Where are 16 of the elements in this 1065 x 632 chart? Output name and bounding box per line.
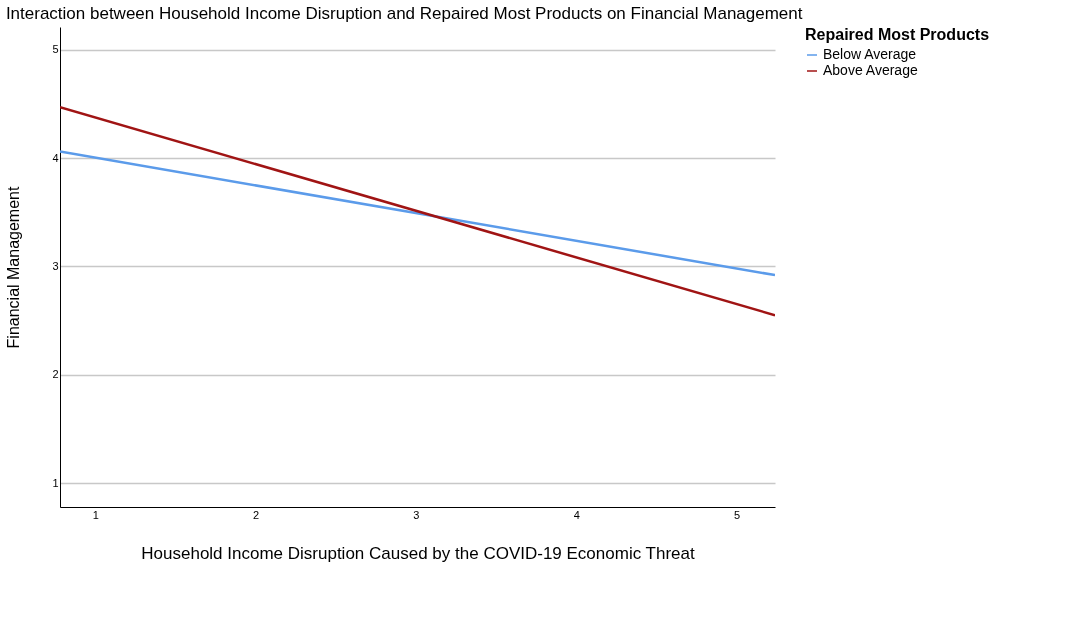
x-tick-label: 2 bbox=[253, 508, 260, 521]
x-axis-title: Household Income Disruption Caused by the COVID-19 Economic Threat bbox=[141, 543, 695, 563]
y-tick-label: 5 bbox=[52, 43, 59, 56]
y-tick-label: 3 bbox=[52, 259, 59, 272]
x-tick-label: 5 bbox=[733, 508, 741, 521]
y-tick-label: 2 bbox=[52, 368, 59, 381]
legend-label: Below Average bbox=[823, 46, 917, 62]
x-tick-label: 3 bbox=[413, 508, 420, 521]
x-tick-label: 4 bbox=[573, 508, 580, 521]
x-tick-label: 1 bbox=[92, 508, 99, 521]
legend-title: Repaired Most Products bbox=[805, 26, 990, 43]
y-tick-label: 4 bbox=[52, 151, 59, 164]
y-axis-title: Financial Management bbox=[5, 186, 23, 349]
y-tick-label: 1 bbox=[52, 476, 59, 489]
legend-label: Above Average bbox=[823, 62, 918, 78]
chart-title: Interaction between Household Income Disruption and Repaired Most Products on Financial Management bbox=[5, 4, 803, 23]
